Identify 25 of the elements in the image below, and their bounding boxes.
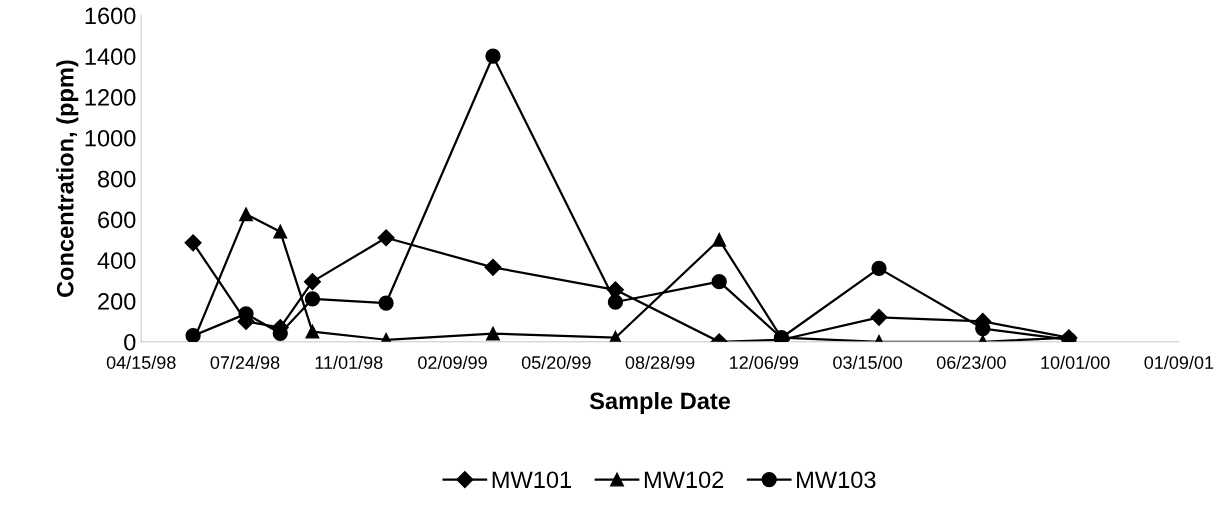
x-tick-label: 10/01/00: [1041, 355, 1110, 369]
x-tick-label: 06/23/00: [936, 355, 1006, 369]
x-tick-label: 01/09/01: [1144, 355, 1214, 369]
legend-label: MW102: [644, 471, 724, 489]
x-tick-label: 11/01/98: [315, 355, 383, 369]
x-tick-label: 08/28/99: [625, 355, 695, 369]
x-tick-label: 12/06/99: [730, 355, 799, 369]
y-axis-title: Concentration, (ppm): [56, 60, 79, 297]
legend-label: MW103: [797, 471, 876, 489]
y-tick-label: 1200: [85, 89, 136, 106]
x-tick-label: 04/15/98: [106, 355, 176, 369]
x-tick-label: 03/15/00: [833, 355, 903, 369]
y-tick-label: 1600: [85, 7, 136, 25]
y-tick-label: 1000: [85, 129, 136, 147]
x-tick-label: 02/09/99: [418, 355, 487, 369]
x-tick-label: 05/20/99: [521, 355, 591, 369]
legend-label: MW101: [492, 471, 572, 489]
y-tick-label: 0: [124, 333, 136, 351]
x-axis-title: Sample Date: [589, 391, 731, 414]
x-tick-label: 07/24/98: [210, 355, 280, 369]
y-tick-label: 200: [98, 293, 136, 310]
y-tick-label: 1400: [85, 48, 136, 66]
y-tick-label: 400: [97, 252, 136, 269]
y-tick-label: 800: [97, 170, 136, 188]
y-tick-label: 600: [98, 211, 136, 229]
